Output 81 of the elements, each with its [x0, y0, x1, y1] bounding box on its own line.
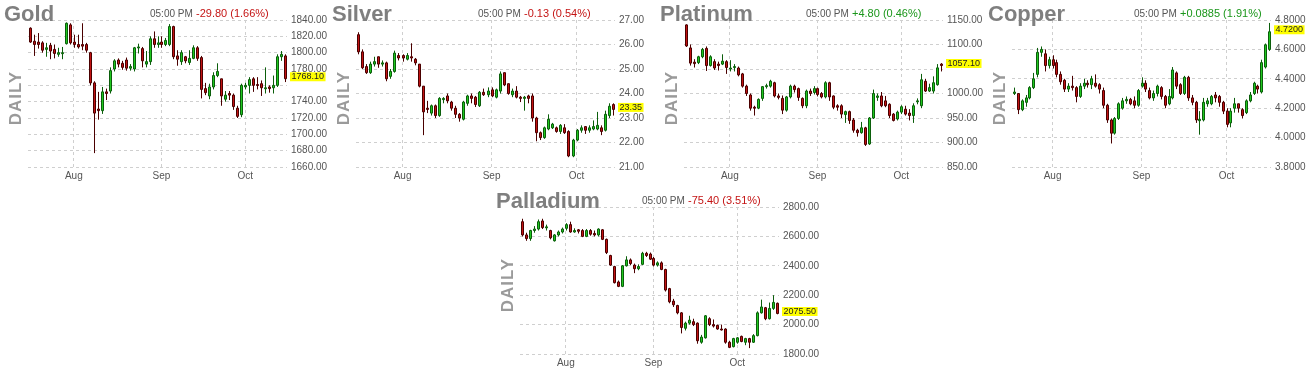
text: +0.0885 (1.91%) [1180, 7, 1262, 19]
text: -75.40 (3.51%) [688, 194, 761, 206]
text: -29.80 (1.66%) [196, 7, 269, 19]
y-tick-label: 2000.00 [783, 318, 820, 330]
chart-subtitle: 05:00 PM [150, 8, 193, 19]
chart-title: Copper [988, 1, 1065, 27]
chart-title: Platinum [660, 1, 753, 27]
y-tick-label: 4.8000 [1275, 13, 1307, 25]
y-tick-label: 1100.00 [947, 38, 983, 50]
candlestick [499, 70, 502, 94]
text: 4.7200 [1275, 24, 1304, 35]
chart-title: Gold [4, 1, 55, 27]
x-tick-label: Aug [1043, 169, 1062, 181]
chart-subtitle: 05:00 PM [478, 8, 521, 19]
candlestick [109, 66, 112, 94]
chart-subtitle: 05:00 PM [1134, 8, 1177, 19]
y-tick-label: 1800.00 [783, 347, 820, 359]
text: 1768.10 [291, 71, 325, 82]
y-axis-title: DAILY [662, 69, 682, 128]
y-tick-label: 4.4000 [1275, 72, 1307, 84]
candlestick [168, 23, 171, 47]
text: -0.13 (0.54%) [524, 7, 591, 19]
x-tick-label: Sep [482, 169, 501, 181]
text: 2075.50 [783, 306, 817, 317]
x-tick-label: Oct [568, 169, 585, 181]
y-tick-label: 22.00 [619, 136, 645, 148]
x-tick-label: Sep [1132, 169, 1151, 181]
y-tick-label: 2600.00 [783, 230, 820, 242]
chart-subtitle: 05:00 PM [642, 195, 685, 206]
y-tick-label: 1720.00 [291, 111, 328, 123]
x-tick-label: Sep [152, 169, 171, 181]
chart-title: Palladium [496, 188, 600, 214]
y-tick-label: 1840.00 [291, 13, 328, 25]
candlestick [276, 53, 279, 88]
y-tick-label: 950.00 [947, 111, 979, 123]
x-tick-label: Oct [237, 169, 254, 181]
text: 1057.10 [947, 58, 981, 69]
text: +4.80 (0.46%) [852, 7, 922, 19]
y-tick-label: 1700.00 [291, 128, 328, 140]
candlestick [689, 44, 692, 67]
y-tick-label: 3.8000 [1275, 160, 1307, 172]
y-tick-label: 2400.00 [783, 259, 820, 271]
x-tick-label: Sep [644, 356, 663, 368]
y-tick-label: 1780.00 [291, 62, 328, 74]
y-tick-label: 24.00 [619, 87, 645, 99]
y-tick-label: 4.0000 [1275, 131, 1307, 143]
y-tick-label: 26.00 [619, 38, 645, 50]
y-tick-label: 2200.00 [783, 288, 820, 300]
x-tick-label: Oct [729, 356, 746, 368]
y-axis-title: DAILY [498, 256, 518, 315]
y-tick-label: 4.2000 [1275, 101, 1307, 113]
y-tick-label: 21.00 [619, 160, 645, 172]
x-tick-label: Aug [720, 169, 739, 181]
y-tick-label: 1660.00 [291, 160, 328, 172]
y-tick-label: 25.00 [619, 62, 645, 74]
y-tick-label: 23.00 [619, 111, 645, 123]
y-tick-label: 27.00 [619, 13, 645, 25]
y-tick-label: 1800.00 [291, 46, 328, 58]
y-tick-label: 2800.00 [783, 200, 820, 212]
chart-title: Silver [332, 1, 392, 27]
y-tick-label: 900.00 [947, 136, 979, 148]
y-tick-label: 1680.00 [291, 144, 328, 156]
x-tick-label: Aug [556, 356, 575, 368]
y-tick-label: 1000.00 [947, 87, 984, 99]
x-tick-label: Sep [808, 169, 827, 181]
y-tick-label: 1150.00 [947, 13, 983, 25]
y-axis-title: DAILY [6, 69, 26, 128]
candlestick [864, 126, 867, 147]
y-tick-label: 850.00 [947, 160, 979, 172]
x-tick-label: Aug [64, 169, 83, 181]
x-tick-label: Oct [893, 169, 910, 181]
y-tick-label: 1740.00 [291, 95, 328, 107]
y-axis-title: DAILY [990, 69, 1010, 128]
x-tick-label: Oct [1218, 169, 1235, 181]
x-tick-label: Aug [393, 169, 412, 181]
text: 23.35 [619, 102, 643, 113]
candlestick [81, 22, 84, 51]
y-tick-label: 1820.00 [291, 30, 328, 42]
chart-subtitle: 05:00 PM [806, 8, 849, 19]
y-tick-label: 4.6000 [1275, 43, 1307, 55]
y-axis-title: DAILY [334, 69, 354, 128]
